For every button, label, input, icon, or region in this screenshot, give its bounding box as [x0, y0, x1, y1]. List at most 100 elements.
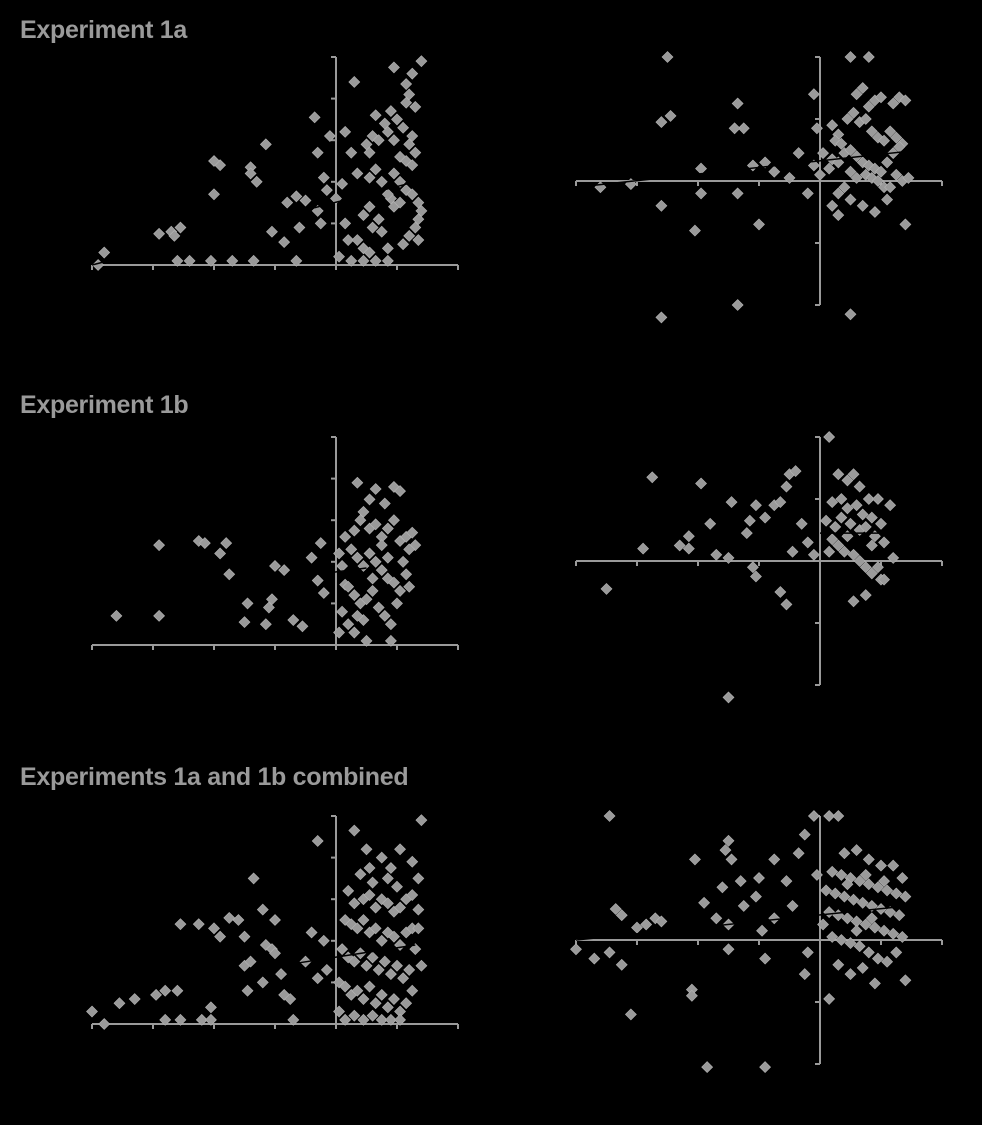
data-point: [415, 959, 428, 972]
data-point: [847, 548, 860, 561]
data-point: [250, 175, 263, 188]
data-point: [266, 225, 278, 238]
data-point: [317, 934, 330, 947]
data-point: [759, 1061, 772, 1074]
data-point: [832, 187, 845, 200]
data-point: [881, 156, 894, 169]
data-point: [174, 1013, 187, 1026]
data-point: [397, 121, 410, 134]
scatter-chart-combined-left: [86, 814, 459, 1030]
data-point: [360, 634, 373, 647]
data-point: [171, 984, 184, 997]
data-point: [615, 909, 628, 922]
data-point: [899, 94, 912, 107]
data-point: [369, 109, 382, 122]
data-point: [287, 1013, 300, 1026]
data-point: [872, 561, 884, 574]
data-point: [722, 691, 735, 704]
trend-line: [317, 567, 367, 576]
data-point: [348, 824, 361, 837]
data-point: [290, 190, 303, 203]
data-point: [682, 542, 695, 555]
data-point: [823, 162, 836, 175]
data-point: [311, 146, 324, 159]
data-point: [366, 572, 379, 585]
data-point: [363, 862, 376, 874]
data-point: [780, 875, 793, 888]
data-point: [661, 51, 674, 63]
data-point: [844, 517, 857, 530]
data-point: [183, 254, 196, 267]
data-point: [774, 586, 787, 598]
data-point: [153, 609, 166, 622]
data-point: [317, 171, 330, 184]
data-point: [348, 626, 361, 639]
data-point: [351, 609, 364, 622]
data-point: [375, 539, 388, 552]
data-point: [406, 130, 419, 142]
data-point: [342, 884, 355, 897]
data-point: [728, 122, 741, 135]
data-point: [320, 963, 333, 976]
data-point: [351, 551, 364, 564]
data-point: [381, 242, 394, 255]
data-point: [98, 1018, 111, 1030]
data-point: [360, 138, 373, 151]
data-point: [823, 992, 836, 1005]
data-point: [348, 1009, 361, 1022]
data-point: [394, 485, 406, 498]
data-point: [232, 914, 245, 926]
data-point: [835, 934, 848, 946]
data-point: [113, 997, 126, 1010]
data-point: [896, 872, 909, 884]
data-point: [284, 993, 297, 1005]
data-point: [336, 605, 349, 618]
data-point: [710, 912, 723, 925]
data-point: [339, 217, 352, 230]
data-point: [348, 76, 361, 88]
data-point: [323, 130, 336, 142]
data-point: [780, 598, 793, 611]
data-point: [875, 91, 887, 104]
data-point: [345, 254, 358, 267]
data-point: [354, 868, 367, 881]
data-point: [734, 875, 747, 888]
data-point: [247, 254, 260, 267]
section-title-experiment-1a: Experiment 1a: [20, 16, 188, 44]
data-point: [865, 912, 878, 925]
data-point: [296, 620, 309, 633]
data-point: [339, 125, 352, 138]
data-point: [731, 299, 744, 311]
data-point: [768, 912, 781, 925]
data-point: [388, 61, 400, 74]
data-point: [655, 311, 668, 324]
data-point: [868, 977, 881, 990]
data-point: [281, 196, 294, 209]
data-point: [859, 589, 872, 602]
data-point: [269, 947, 281, 960]
data-point: [391, 880, 403, 893]
data-point: [415, 55, 428, 68]
data-point: [844, 51, 857, 63]
trend-line: [575, 905, 909, 941]
data-point: [314, 217, 327, 230]
data-point: [725, 853, 738, 866]
data-point: [783, 171, 796, 184]
data-point: [348, 589, 361, 602]
data-point: [655, 116, 668, 129]
data-point: [406, 188, 419, 201]
data-point: [336, 943, 349, 956]
data-point: [878, 573, 890, 586]
data-point: [192, 918, 205, 931]
data-point: [832, 209, 845, 222]
data-point: [256, 976, 269, 989]
data-point: [664, 109, 677, 122]
data-point: [731, 187, 744, 200]
data-point: [214, 930, 227, 943]
data-point: [412, 872, 425, 885]
data-point: [878, 924, 890, 937]
data-point: [375, 851, 388, 864]
data-point: [223, 568, 236, 581]
data-point: [360, 843, 373, 856]
data-point: [381, 872, 394, 885]
